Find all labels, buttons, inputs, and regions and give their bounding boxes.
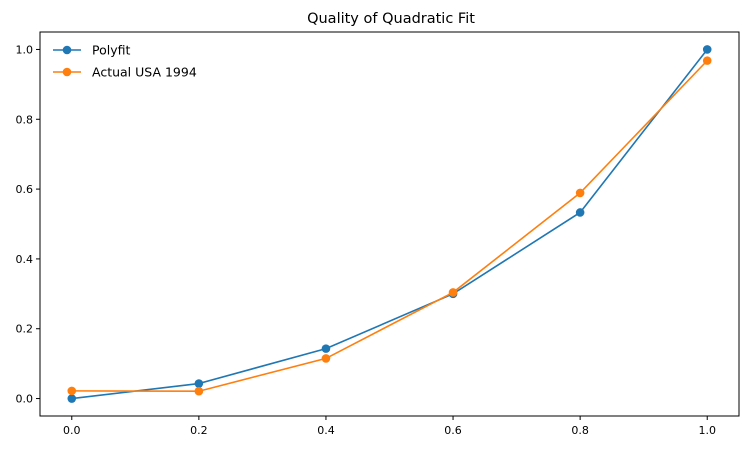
data-point	[448, 288, 458, 297]
x-tick-label: 0.8	[571, 424, 589, 437]
series-line	[71, 60, 708, 393]
x-tick-label: 1.0	[698, 424, 716, 437]
y-tick-label: 0.6	[16, 183, 34, 196]
data-point	[702, 56, 712, 65]
chart-title: Quality of Quadratic Fit	[307, 11, 475, 27]
data-point	[194, 379, 204, 388]
series-line	[71, 48, 708, 400]
x-axis: 0.0 0.2 0.4 0.6 0.8 1.0	[63, 416, 716, 437]
y-tick-label: 1.0	[16, 43, 34, 56]
series-group	[67, 45, 712, 403]
series-0	[67, 45, 712, 403]
y-tick-label: 0.2	[16, 323, 34, 336]
legend: Polyfit Actual USA 1994	[53, 43, 197, 80]
legend-marker	[62, 45, 72, 55]
series-1	[67, 56, 712, 396]
y-tick-label: 0.0	[16, 393, 34, 406]
x-tick-label: 0.6	[444, 424, 462, 437]
data-point	[321, 354, 331, 363]
data-point	[67, 386, 77, 396]
data-point	[575, 208, 585, 217]
plot-frame	[39, 31, 740, 417]
y-tick-label: 0.8	[16, 113, 34, 126]
data-point	[321, 344, 331, 353]
y-axis: 0.0 0.2 0.4 0.6 0.8 1.0	[16, 43, 40, 406]
data-point	[702, 45, 712, 54]
x-tick-label: 0.4	[317, 424, 335, 437]
x-tick-label: 0.0	[63, 424, 81, 437]
legend-label: Actual USA 1994	[92, 65, 197, 80]
data-point	[575, 188, 585, 198]
legend-marker	[62, 67, 72, 77]
legend-label: Polyfit	[92, 43, 130, 58]
data-point	[194, 386, 204, 396]
plot-area	[39, 31, 740, 417]
x-tick-label: 0.2	[190, 424, 208, 437]
y-tick-label: 0.4	[16, 253, 34, 266]
data-point	[67, 394, 77, 403]
